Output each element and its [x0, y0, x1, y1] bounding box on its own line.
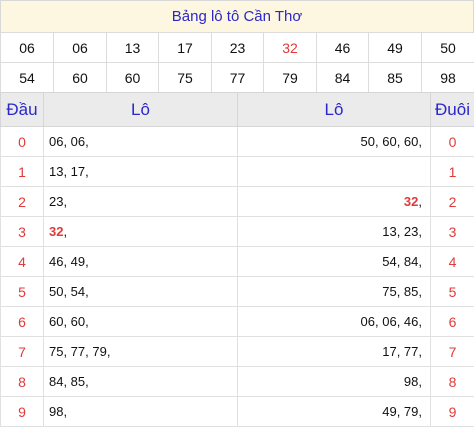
- number-cell: 32: [264, 33, 317, 63]
- dau-cell: 6: [1, 307, 44, 337]
- number-cell: 98: [422, 63, 474, 93]
- lo-right-cell: 54, 84,: [238, 247, 431, 277]
- duoi-cell: 7: [431, 337, 474, 367]
- dau-cell: 8: [1, 367, 44, 397]
- number-cell: 60: [107, 63, 159, 93]
- lo-left-cell: 13, 17,: [44, 157, 238, 187]
- lo-right-cell: 06, 06, 46,: [238, 307, 431, 337]
- duoi-cell: 8: [431, 367, 474, 397]
- number-cell: 75: [159, 63, 212, 93]
- lo-left-cell: 32,: [44, 217, 238, 247]
- header-duoi: Đuôi: [431, 93, 474, 127]
- lo-right-cell: 32,: [238, 187, 431, 217]
- duoi-cell: 5: [431, 277, 474, 307]
- number-cell: 50: [422, 33, 474, 63]
- lo-right-cell: [238, 157, 431, 187]
- lo-right-cell: 50, 60, 60,: [238, 127, 431, 157]
- number-cell: 23: [212, 33, 264, 63]
- number-cell: 85: [369, 63, 422, 93]
- lo-right-cell: 49, 79,: [238, 397, 431, 427]
- lo-left-cell: 46, 49,: [44, 247, 238, 277]
- number-cell: 84: [317, 63, 369, 93]
- number-cell: 54: [1, 63, 54, 93]
- duoi-cell: 3: [431, 217, 474, 247]
- lo-left-cell: 98,: [44, 397, 238, 427]
- dau-cell: 4: [1, 247, 44, 277]
- dau-cell: 3: [1, 217, 44, 247]
- lo-left-cell: 06, 06,: [44, 127, 238, 157]
- lo-left-cell: 50, 54,: [44, 277, 238, 307]
- header-lo-right: Lô: [238, 93, 431, 127]
- number-cell: 06: [1, 33, 54, 63]
- header-lo-left: Lô: [44, 93, 238, 127]
- dau-cell: 5: [1, 277, 44, 307]
- number-cell: 13: [107, 33, 159, 63]
- duoi-cell: 1: [431, 157, 474, 187]
- lo-right-cell: 13, 23,: [238, 217, 431, 247]
- highlighted-number: 32: [404, 194, 418, 209]
- highlighted-number: 32: [49, 224, 63, 239]
- table-header-row: Đầu Lô Lô Đuôi: [1, 93, 474, 127]
- lo-right-cell: 17, 77,: [238, 337, 431, 367]
- number-cell: 79: [264, 63, 317, 93]
- lo-right-cell: 98,: [238, 367, 431, 397]
- header-dau: Đầu: [1, 93, 44, 127]
- number-cell: 60: [54, 63, 107, 93]
- lo-left-cell: 23,: [44, 187, 238, 217]
- number-cell: 49: [369, 33, 422, 63]
- table-title: Bảng lô tô Cần Thơ: [0, 0, 474, 33]
- number-cell: 06: [54, 33, 107, 63]
- dau-cell: 7: [1, 337, 44, 367]
- duoi-cell: 9: [431, 397, 474, 427]
- lo-right-cell: 75, 85,: [238, 277, 431, 307]
- lo-left-cell: 75, 77, 79,: [44, 337, 238, 367]
- duoi-cell: 0: [431, 127, 474, 157]
- number-cell: 77: [212, 63, 264, 93]
- dau-cell: 1: [1, 157, 44, 187]
- lo-left-cell: 84, 85,: [44, 367, 238, 397]
- dau-cell: 2: [1, 187, 44, 217]
- number-cell: 17: [159, 33, 212, 63]
- dau-cell: 0: [1, 127, 44, 157]
- number-cell: 46: [317, 33, 369, 63]
- dau-cell: 9: [1, 397, 44, 427]
- lo-left-cell: 60, 60,: [44, 307, 238, 337]
- duoi-cell: 6: [431, 307, 474, 337]
- duoi-cell: 4: [431, 247, 474, 277]
- duoi-cell: 2: [431, 187, 474, 217]
